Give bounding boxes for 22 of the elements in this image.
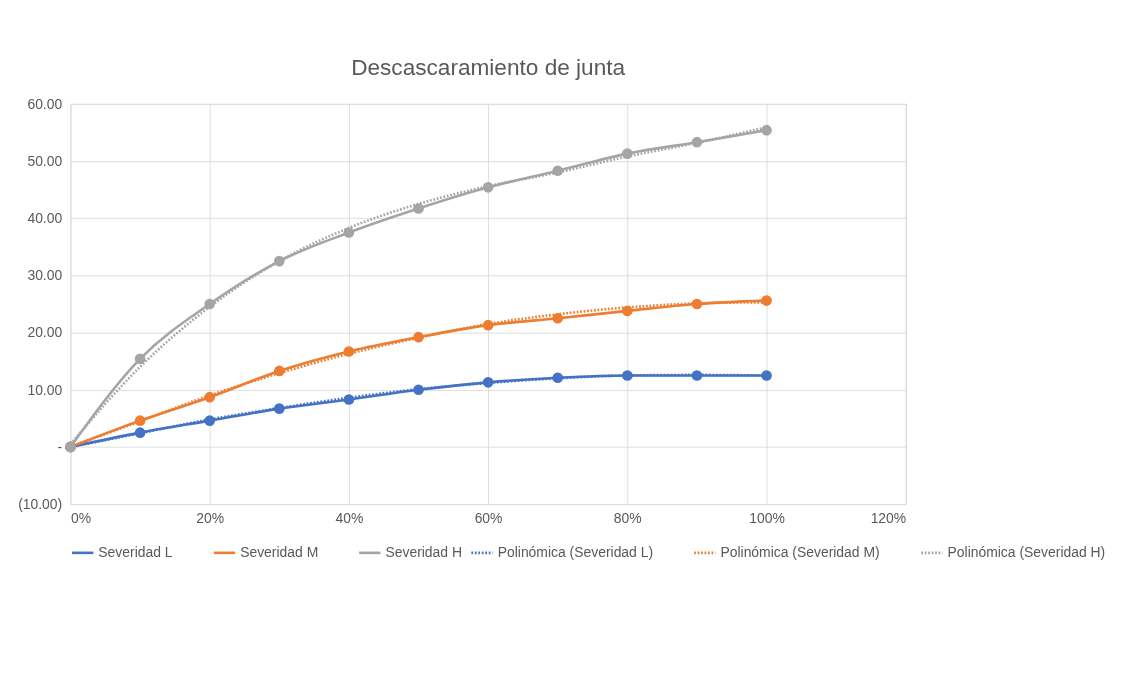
- y-tick-label: 20.00: [27, 324, 63, 341]
- legend-label: Severidad L: [98, 544, 173, 561]
- y-tick-label: 50.00: [27, 152, 63, 169]
- x-tick-label: 60%: [474, 509, 503, 526]
- x-tick-label: 100%: [749, 509, 785, 526]
- y-tick-label: 60.00: [27, 95, 63, 112]
- y-tick-label: 40.00: [27, 210, 63, 227]
- y-tick-label: 10.00: [27, 381, 63, 398]
- chart-title: Descascaramiento de junta: [351, 55, 626, 81]
- y-tick-label: (10.00): [18, 495, 63, 512]
- x-tick-label: 20%: [196, 509, 225, 526]
- legend-label: Polinómica (Severidad L): [497, 544, 654, 561]
- legend-label: Polinómica (Severidad H): [947, 544, 1106, 561]
- legend-label: Severidad H: [385, 544, 462, 561]
- legend-label: Severidad M: [240, 544, 319, 561]
- x-tick-label: 80%: [613, 509, 642, 526]
- x-tick-label: 0%: [70, 509, 92, 526]
- legend-label: Polinómica (Severidad M): [720, 544, 880, 561]
- y-tick-label: 30.00: [27, 267, 63, 284]
- x-tick-label: 120%: [870, 509, 907, 526]
- y-tick-label: -: [57, 438, 63, 455]
- x-tick-label: 40%: [335, 509, 364, 526]
